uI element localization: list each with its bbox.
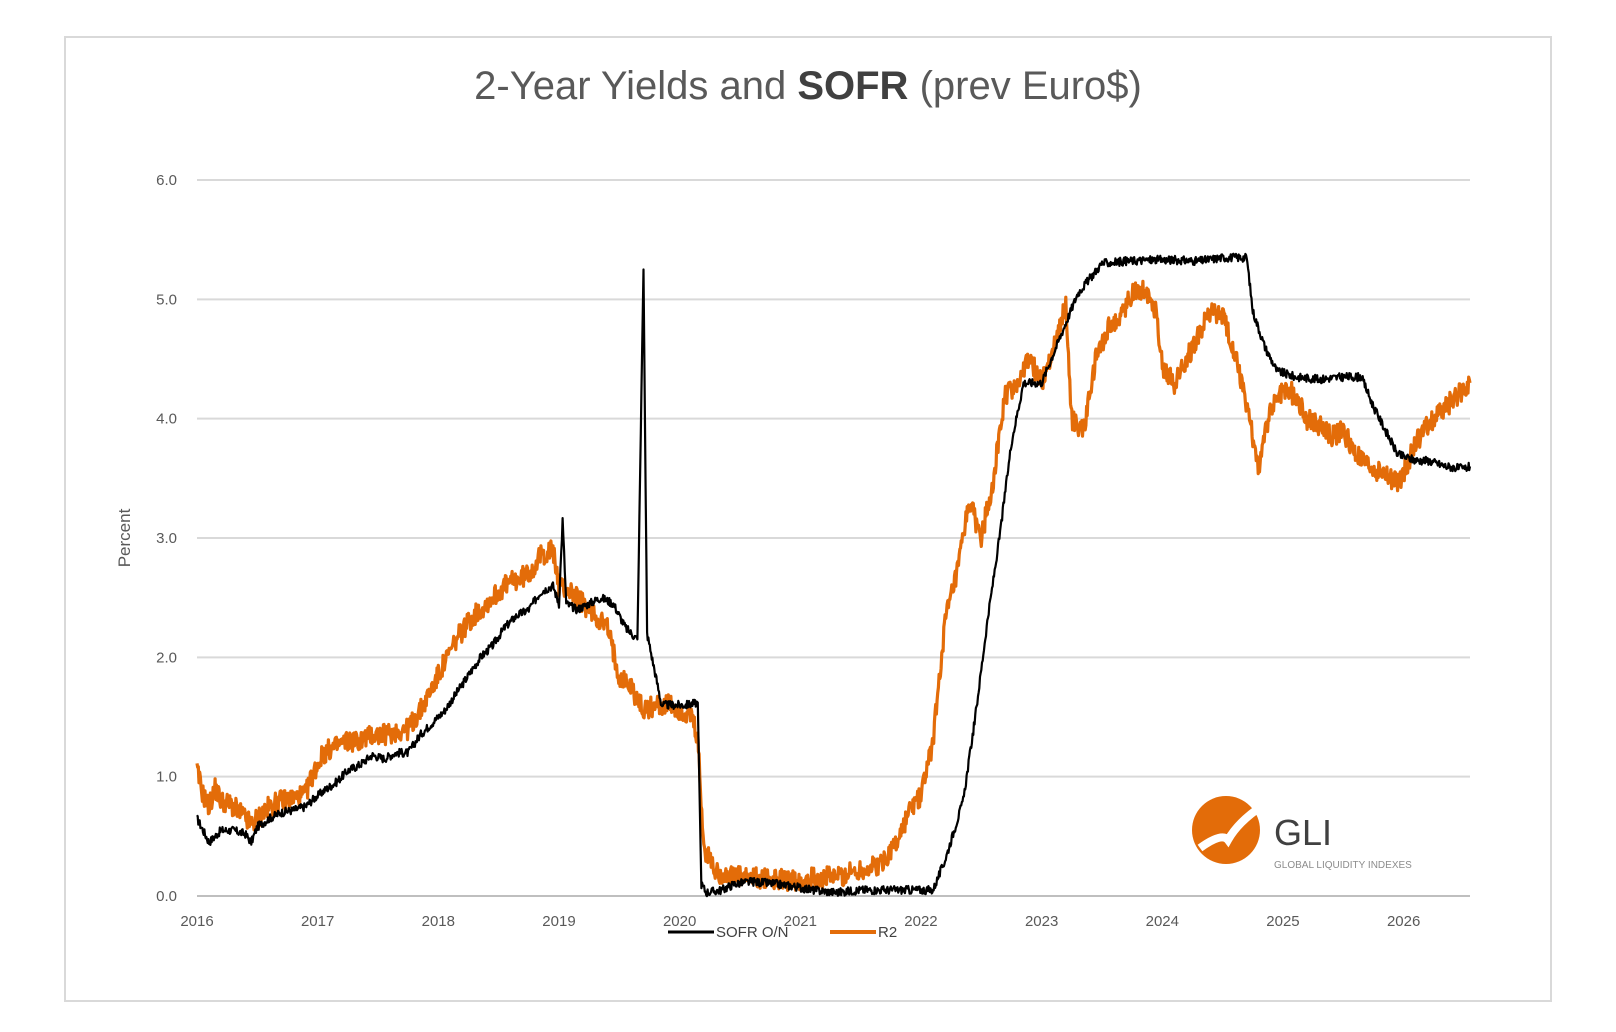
gli-logo: GLI GLOBAL LIQUIDITY INDEXES: [1192, 796, 1412, 871]
y-axis-ticks: 0.0 1.0 2.0 3.0 4.0 5.0 6.0: [156, 172, 177, 905]
x-tick-label: 2019: [542, 913, 575, 930]
title-part-suffix: (prev Euro$): [908, 64, 1142, 108]
x-tick-label: 2023: [1025, 913, 1058, 930]
x-tick-label: 2017: [301, 913, 334, 930]
x-tick-label: 2024: [1146, 913, 1179, 930]
x-tick-label: 2018: [422, 913, 455, 930]
y-axis-label: Percent: [115, 508, 134, 567]
title-part-bold: SOFR: [797, 64, 909, 108]
gli-logo-mark-icon: [1192, 796, 1260, 864]
chart-frame: [64, 36, 1552, 1002]
series-lines: [195, 252, 1472, 898]
x-tick-label: 2026: [1387, 913, 1420, 930]
gridlines: [197, 179, 1470, 897]
legend-label: SOFR O/N: [716, 924, 789, 941]
series-line-r2: [195, 279, 1472, 892]
y-tick-label: 5.0: [156, 291, 177, 308]
x-tick-label: 2020: [663, 913, 696, 930]
x-tick-label: 2025: [1266, 913, 1299, 930]
y-tick-label: 2.0: [156, 649, 177, 666]
y-tick-label: 3.0: [156, 530, 177, 547]
series-line-sofr: [196, 252, 1472, 898]
y-tick-label: 6.0: [156, 172, 177, 189]
x-tick-label: 2021: [784, 913, 817, 930]
y-tick-label: 4.0: [156, 411, 177, 428]
legend: SOFR O/N R2: [668, 924, 897, 941]
y-tick-label: 0.0: [156, 888, 177, 905]
y-tick-label: 1.0: [156, 769, 177, 786]
title-part-regular: 2-Year Yields and: [474, 64, 798, 108]
x-tick-label: 2016: [180, 913, 213, 930]
logo-tagline: GLOBAL LIQUIDITY INDEXES: [1274, 860, 1412, 871]
chart-title: 2-Year Yields and SOFR (prev Euro$): [64, 64, 1552, 109]
legend-label: R2: [878, 924, 897, 941]
x-axis-ticks: 2016 2017 2018 2019 2020 2021 2022 2023 2024 2025…: [180, 913, 1420, 930]
logo-name: GLI: [1274, 812, 1332, 853]
x-tick-label: 2022: [904, 913, 937, 930]
gli-logo-swoosh-icon: [1197, 802, 1265, 852]
